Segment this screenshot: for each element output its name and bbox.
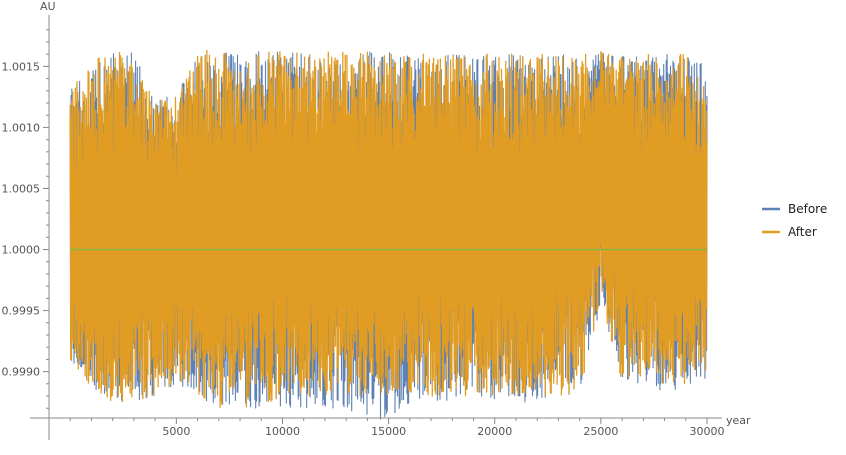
legend-label-after: After <box>788 225 817 239</box>
y-tick-label: 0.9990 <box>2 366 41 379</box>
y-axis-ticks: 0.9990 0.9995 1.0000 1.0005 1.0010 1.0015 <box>2 29 49 409</box>
x-tick-label: 15000 <box>371 425 406 438</box>
x-tick-label: 10000 <box>265 425 300 438</box>
series-layer <box>69 49 708 420</box>
series-line-after <box>69 49 708 408</box>
y-tick-label: 0.9995 <box>2 305 41 318</box>
x-tick-label: 5000 <box>162 425 190 438</box>
y-tick-label: 1.0015 <box>2 60 41 73</box>
y-tick-label: 1.0010 <box>2 121 41 134</box>
x-tick-label: 30000 <box>690 425 725 438</box>
y-tick-label: 1.0005 <box>2 182 41 195</box>
x-tick-label: 25000 <box>583 425 618 438</box>
legend: Before After <box>762 202 827 239</box>
x-tick-label: 20000 <box>477 425 512 438</box>
axes-layer: 5000 10000 15000 20000 25000 30000 0.99900.99… <box>2 0 751 440</box>
y-axis-label: AU <box>40 0 56 13</box>
x-axis-ticks: 5000 10000 15000 20000 25000 30000 <box>69 418 725 438</box>
x-axis-label: year <box>726 414 751 427</box>
legend-label-before: Before <box>788 202 827 216</box>
y-tick-label: 1.0000 <box>2 244 41 257</box>
